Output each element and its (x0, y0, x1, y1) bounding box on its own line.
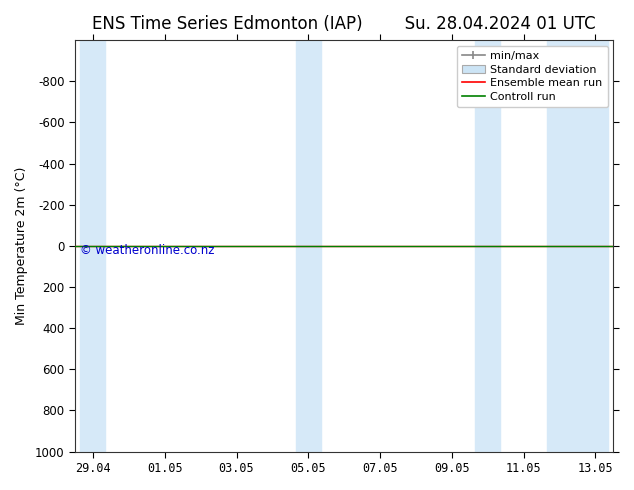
Y-axis label: Min Temperature 2m (°C): Min Temperature 2m (°C) (15, 167, 28, 325)
Legend: min/max, Standard deviation, Ensemble mean run, Controll run: min/max, Standard deviation, Ensemble me… (456, 46, 608, 107)
Title: ENS Time Series Edmonton (IAP)        Su. 28.04.2024 01 UTC: ENS Time Series Edmonton (IAP) Su. 28.04… (93, 15, 596, 33)
Bar (476, 40, 500, 452)
Bar (295, 40, 321, 452)
Bar (547, 40, 608, 452)
Bar (81, 40, 105, 452)
Text: © weatheronline.co.nz: © weatheronline.co.nz (81, 244, 215, 257)
